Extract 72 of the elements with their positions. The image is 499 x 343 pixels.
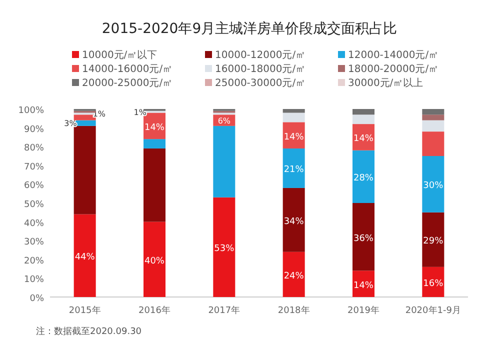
bar: [282, 188, 305, 252]
data-label: 24%: [284, 271, 304, 282]
bar: [282, 112, 305, 122]
y-tick-label: 30%: [24, 238, 44, 248]
x-tick-label: 2015年: [68, 305, 101, 316]
x-tick-label: 2016年: [138, 305, 170, 316]
bar: [352, 150, 374, 203]
legend-item: 16000-18000元/㎡: [205, 64, 306, 75]
bar: [144, 148, 166, 222]
bar: [282, 109, 305, 113]
legend-item: 14000-16000元/㎡: [72, 64, 173, 75]
legend-label: 10000元/㎡以下: [82, 49, 158, 61]
bar: [352, 109, 374, 115]
x-tick-label: 2020年1-9月: [405, 305, 461, 316]
data-label: 14%: [353, 134, 374, 144]
legend-item: 30000元/㎡以上: [338, 78, 424, 89]
bar: [213, 126, 236, 198]
bar: [282, 122, 305, 148]
bar: [144, 222, 166, 297]
y-tick-label: 50%: [24, 200, 44, 210]
y-tick-label: 40%: [24, 218, 44, 229]
y-tick-label: 100%: [18, 106, 44, 116]
data-label: 30%: [423, 181, 444, 192]
data-label: 44%: [74, 252, 96, 263]
legend-item: 12000-14000元/㎡: [338, 50, 439, 61]
data-label: 14%: [353, 280, 374, 291]
data-label: 40%: [144, 256, 165, 266]
x-tick-label: 2018年: [278, 305, 310, 316]
bar: [422, 132, 444, 156]
bar: [144, 139, 166, 148]
legend-item: 10000元/㎡以下: [72, 50, 158, 61]
data-label: 29%: [423, 236, 444, 247]
bar: [352, 203, 374, 271]
y-tick-label: 10%: [24, 275, 44, 286]
data-label: 28%: [353, 174, 374, 184]
data-label: 21%: [284, 165, 304, 176]
data-label: 14%: [284, 132, 304, 142]
bar: [352, 114, 374, 124]
bar: [422, 109, 444, 115]
bar: [213, 197, 236, 297]
y-tick-label: 80%: [24, 144, 44, 154]
legend-item: 20000-25000元/㎡: [72, 78, 173, 89]
data-label: 16%: [423, 278, 444, 289]
bar: [74, 126, 96, 214]
chart-title: 2015-2020年9月主城洋房单价段成交面积占比: [102, 21, 398, 37]
legend-item: 25000-30000元/㎡: [205, 78, 306, 89]
bar: [282, 148, 305, 188]
legend-item: 18000-20000元/㎡: [338, 64, 439, 75]
bar: [352, 124, 374, 150]
data-label: 36%: [353, 234, 374, 244]
y-tick-label: 20%: [24, 256, 44, 266]
y-tick-label: 0%: [30, 294, 44, 304]
bar: [282, 252, 305, 297]
x-tick-label: 2019年: [348, 305, 380, 316]
data-label: 6%: [218, 116, 231, 126]
x-tick-label: 2017年: [208, 305, 240, 316]
bar: [422, 114, 444, 120]
bar: [352, 270, 374, 297]
legend-item: 10000-12000元/㎡: [205, 50, 306, 61]
bar: [422, 212, 444, 267]
text: 注：数据截至2020.09.30: [36, 326, 142, 337]
data-label: 34%: [284, 216, 304, 227]
data-label: 1%: [134, 108, 147, 117]
y-tick-label: 60%: [24, 181, 44, 192]
data-label: 14%: [144, 122, 165, 133]
bar: [422, 120, 444, 132]
y-tick-label: 70%: [24, 162, 44, 172]
bar: [74, 214, 96, 297]
y-tick-label: 90%: [24, 124, 44, 135]
legend-label: 30000元/㎡以上: [348, 77, 424, 89]
bar: [422, 156, 444, 212]
data-label: 53%: [214, 244, 235, 254]
